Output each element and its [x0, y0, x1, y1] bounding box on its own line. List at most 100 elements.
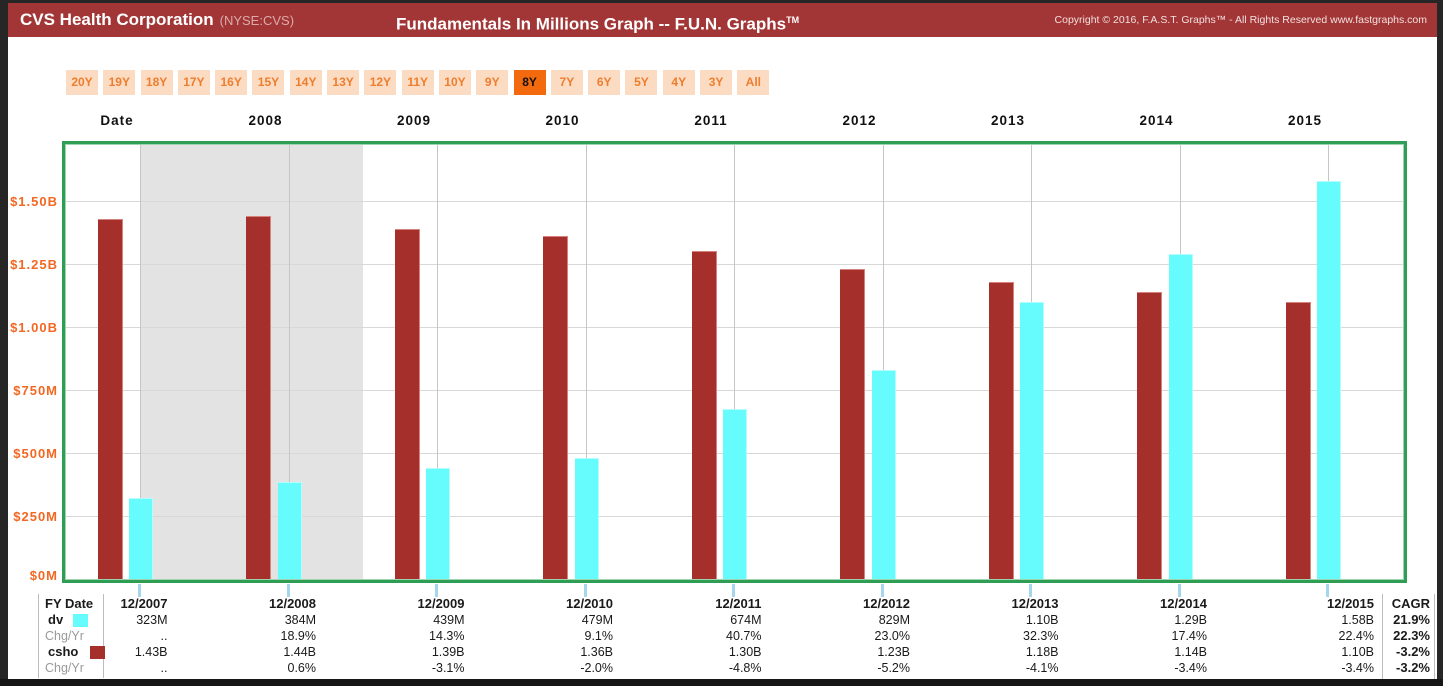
x-tick-12-2009: [435, 584, 438, 597]
period-button-12y[interactable]: 12Y: [364, 70, 397, 95]
period-button-20y[interactable]: 20Y: [66, 70, 98, 95]
cell-csho-2-12-2012: 1.23B: [877, 645, 910, 659]
cagr-value-chg-yr-3: -3.2%: [1396, 660, 1430, 675]
bar-dv-12-2011: [723, 409, 747, 579]
x-tick-12-2008: [286, 584, 290, 597]
period-button-all[interactable]: All: [737, 70, 770, 95]
bar-csho-12-2012: [840, 269, 865, 579]
y-axis-label-250m: $250M: [13, 509, 58, 524]
v-gridline-12-2007: [140, 145, 141, 579]
date-column-header: Date: [100, 113, 134, 128]
fy-date-header-12-2009: 12/2009: [417, 596, 465, 611]
cell-csho-2-12-2013: 1.18B: [1025, 645, 1059, 659]
bar-dv-12-2010: [574, 458, 599, 579]
bar-dv-12-2015: [1317, 181, 1341, 579]
window-border-bottom: [0, 679, 1443, 686]
cell-dv-0-12-2007: 323M: [136, 613, 168, 627]
cell-dv-0-12-2014: 1.29B: [1174, 613, 1207, 627]
row-label-dv-0: dv: [48, 612, 64, 627]
fy-date-header-12-2013: 12/2013: [1011, 596, 1059, 611]
v-gridline-12-2009: [437, 145, 438, 579]
cell-dv-0-12-2010: 479M: [581, 613, 613, 627]
v-gridline-12-2008: [288, 145, 290, 579]
company-title: CVS Health Corporation (NYSE:CVS): [20, 3, 294, 37]
year-header-2009: 2009: [396, 113, 432, 128]
year-header-2015: 2015: [1287, 113, 1323, 128]
cell-chg-yr-1-12-2015: 22.4%: [1338, 629, 1374, 643]
legend-swatch-dv: [73, 614, 88, 627]
period-button-4y[interactable]: 4Y: [662, 70, 695, 95]
cell-chg-yr-1-12-2013: 32.3%: [1023, 629, 1059, 643]
copyright-text: Copyright © 2016, F.A.S.T. Graphs™ - All…: [1054, 14, 1427, 26]
period-button-8y[interactable]: 8Y: [513, 70, 546, 95]
bar-dv-12-2013: [1020, 302, 1044, 579]
cagr-value-csho-2: -3.2%: [1396, 644, 1430, 659]
x-tick-12-2010: [583, 584, 587, 597]
bar-dv-12-2007: [129, 498, 153, 579]
x-tick-12-2007: [138, 584, 141, 597]
period-button-5y[interactable]: 5Y: [625, 70, 658, 95]
period-button-9y[interactable]: 9Y: [476, 70, 509, 95]
y-axis-label-750m: $750M: [13, 383, 58, 398]
table-corner-header: FY Date: [45, 596, 94, 611]
company-name: CVS Health Corporation: [20, 10, 214, 29]
cell-dv-0-12-2008: 384M: [284, 613, 316, 627]
cell-dv-0-12-2013: 1.10B: [1025, 613, 1059, 627]
fy-date-header-12-2010: 12/2010: [566, 596, 613, 611]
y-axis-label-1-25b: $1.25B: [10, 257, 58, 272]
row-label-csho-2: csho: [48, 644, 79, 659]
cell-chg-yr-1-12-2007: ..: [160, 629, 168, 643]
period-button-10y[interactable]: 10Y: [438, 70, 471, 95]
cell-chg-yr-3-12-2010: -2.0%: [580, 661, 613, 675]
period-button-17y[interactable]: 17Y: [177, 70, 210, 95]
period-button-19y[interactable]: 19Y: [103, 70, 136, 95]
period-button-14y[interactable]: 14Y: [289, 70, 322, 95]
bar-csho-12-2008: [246, 216, 271, 579]
ticker-symbol: (NYSE:CVS): [219, 13, 295, 28]
graph-title: Fundamentals In Millions Graph -- F.U.N.…: [396, 14, 800, 34]
cell-csho-2-12-2008: 1.44B: [283, 645, 316, 659]
v-gridline-12-2012: [882, 145, 884, 579]
period-button-3y[interactable]: 3Y: [700, 70, 733, 95]
window-border-right: [1437, 0, 1443, 686]
period-button-15y[interactable]: 15Y: [252, 70, 285, 95]
bar-csho-12-2007: [97, 219, 123, 579]
cell-chg-yr-3-12-2008: 0.6%: [287, 661, 317, 675]
cell-chg-yr-3-12-2014: -3.4%: [1174, 661, 1207, 675]
bar-chart-plot: [66, 145, 1403, 579]
table-divider-1: [103, 594, 104, 678]
cell-chg-yr-1-12-2008: 18.9%: [280, 629, 316, 643]
cagr-value-dv-0: 21.9%: [1393, 612, 1430, 627]
period-button-13y[interactable]: 13Y: [327, 70, 360, 95]
y-axis-label-1-50b: $1.50B: [10, 194, 58, 209]
cell-dv-0-12-2015: 1.58B: [1341, 613, 1374, 627]
bar-csho-12-2010: [543, 236, 568, 579]
period-button-16y[interactable]: 16Y: [215, 70, 248, 95]
period-selector: 20Y 19Y 18Y 17Y 16Y 15Y 14Y 13Y 12Y 11Y 10Y 9Y 8Y 7Y 6…: [66, 70, 770, 95]
titlebar: CVS Health Corporation (NYSE:CVS) Fundame…: [8, 3, 1437, 37]
fy-date-header-12-2011: 12/2011: [715, 596, 762, 611]
cell-chg-yr-1-12-2012: 23.0%: [874, 629, 910, 643]
cell-dv-0-12-2011: 674M: [730, 613, 762, 627]
cell-csho-2-12-2015: 1.10B: [1341, 645, 1374, 659]
period-button-11y[interactable]: 11Y: [401, 70, 434, 95]
year-header-2008: 2008: [248, 113, 283, 128]
fy-date-header-12-2014: 12/2014: [1160, 596, 1207, 611]
bar-csho-12-2013: [988, 282, 1014, 579]
cell-dv-0-12-2009: 439M: [433, 613, 465, 627]
table-divider-0: [38, 594, 39, 678]
bar-dv-12-2009: [426, 468, 450, 579]
cell-csho-2-12-2011: 1.30B: [728, 645, 762, 659]
fy-date-header-12-2008: 12/2008: [269, 596, 316, 611]
period-button-7y[interactable]: 7Y: [550, 70, 583, 95]
bar-csho-12-2014: [1137, 292, 1162, 579]
bar-dv-12-2014: [1168, 254, 1193, 579]
fy-date-header-12-2015: 12/2015: [1327, 596, 1374, 611]
period-button-18y[interactable]: 18Y: [140, 70, 173, 95]
cell-csho-2-12-2007: 1.43B: [134, 645, 168, 659]
cell-chg-yr-3-12-2009: -3.1%: [431, 661, 465, 675]
period-button-6y[interactable]: 6Y: [588, 70, 621, 95]
fy-date-header-12-2012: 12/2012: [863, 596, 910, 611]
row-label-chg-yr-3: Chg/Yr: [45, 661, 84, 675]
